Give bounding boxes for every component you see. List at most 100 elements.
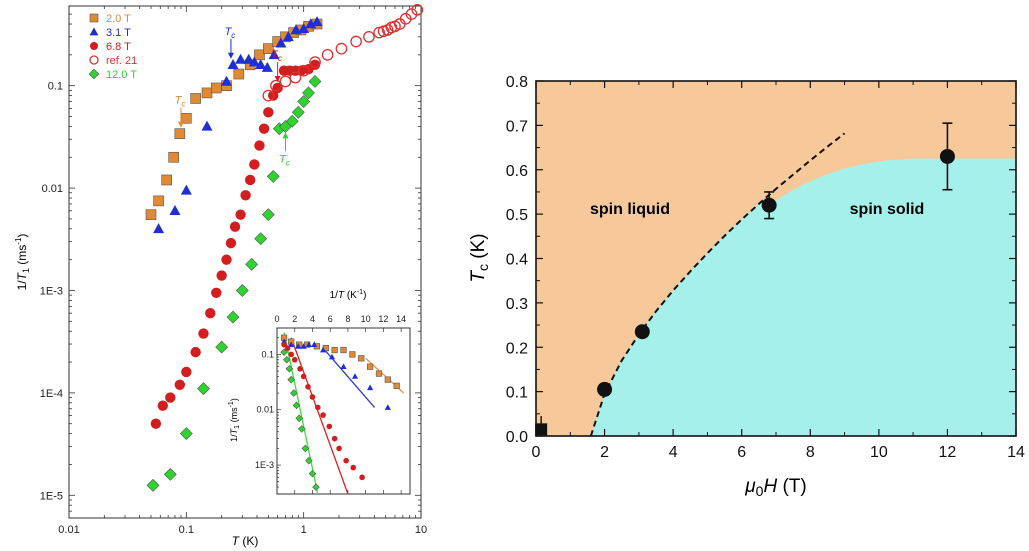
legend-marker-3-1-t	[89, 27, 99, 36]
data-point-2-0-t	[161, 174, 172, 186]
data-point-2-0-t	[190, 93, 201, 104]
data-point-3-1-t	[255, 59, 267, 70]
right-y-tick-label: 0.3	[506, 296, 528, 313]
data-point-2-0-t	[174, 128, 186, 139]
data-point-ref-21	[321, 49, 334, 61]
inset-point-12-0-t	[312, 483, 320, 491]
inset-axis-ticks	[276, 328, 402, 495]
right-x-tick-label: 12	[939, 444, 957, 461]
inset-point-2-0-t	[331, 346, 338, 354]
legend-label-6-8-t: 6.8 T	[106, 41, 131, 53]
inset-point-6-8-t	[284, 345, 291, 351]
data-point-3-1-t	[282, 31, 294, 42]
legend-label-3-1-t: 3.1 T	[106, 27, 131, 39]
inset-point-3-1-t	[295, 343, 302, 349]
legend-marker-12-0-t	[88, 68, 100, 80]
data-point-6-8-t	[150, 418, 162, 429]
left-chart: 0.01 0.1 1 10 1E-5 1E-4 1E-3 0.01 0.1 Tc Tc Tc Tc 2…	[14, 4, 427, 548]
inset-x-tick-label: 10	[361, 314, 371, 324]
inset-x-tick-label: 6	[328, 314, 333, 324]
data-point-6-8-t	[254, 140, 265, 151]
data-point-ref-21	[411, 4, 424, 16]
inset-point-6-8-t	[326, 423, 333, 430]
left-data-marks	[145, 4, 424, 492]
left-x-tick-label: 0.1	[179, 524, 194, 536]
inset-fit-6-8-t	[290, 337, 349, 495]
data-point-3-1-t	[153, 223, 165, 234]
right-tick-labels: 0 2 4 6 8 10 12 14 0.0 0.1 0.2 0.3 0.4 0.5 0.6 0.7 0.8	[506, 74, 1025, 461]
data-point-ref-21	[373, 26, 386, 39]
inset-point-12-0-t	[282, 355, 291, 364]
left-tick-labels: 0.01 0.1 1 10 1E-5 1E-4 1E-3 0.01 0.1	[40, 81, 427, 536]
data-point-6-8-t	[263, 107, 274, 118]
right-x-axis-label: μ0H (T)	[744, 476, 807, 499]
data-point-12-0-t	[146, 478, 160, 492]
data-point-6-8-t	[216, 270, 227, 281]
data-point-ref-21	[289, 71, 302, 84]
inset-point-2-0-t	[384, 376, 391, 383]
data-point-12-0-t	[297, 95, 311, 108]
data-point-ref-21	[279, 75, 292, 88]
inset-tick-labels: 0 2 4 6 8 10 12 14 0.1 0.01 1E-3	[255, 314, 406, 470]
inset-point-2-0-t	[393, 382, 400, 389]
data-point-6-8-t	[165, 392, 176, 403]
data-point-12-0-t	[226, 310, 240, 324]
tc-data-point	[761, 197, 777, 213]
left-y-tick-label: 1E-3	[40, 285, 63, 297]
left-y-tick-label: 1E-4	[40, 388, 63, 400]
inset-point-6-8-t	[343, 457, 349, 464]
inset-data-marks	[280, 334, 400, 491]
right-x-tick-label: 8	[806, 444, 815, 461]
legend-marker-2-0-t	[89, 13, 99, 23]
left-axis-ticks	[68, 6, 421, 519]
right-y-tick-label: 0.1	[506, 385, 528, 402]
inset-y-tick-label: 1E-3	[255, 460, 274, 470]
spin-liquid-label: spin liquid	[590, 201, 670, 218]
right-y-axis-label: Tc (K)	[468, 233, 491, 282]
data-point-12-0-t	[266, 169, 280, 183]
legend-marker-6-8-t	[90, 42, 98, 50]
tc-arrowhead-12-0-t	[282, 132, 289, 139]
data-point-ref-21	[262, 89, 275, 102]
data-point-ref-21	[297, 64, 310, 77]
data-point-ref-21	[405, 8, 418, 20]
inset-x-tick-label: 8	[345, 314, 350, 324]
inset-point-2-0-t	[340, 346, 347, 354]
data-point-3-1-t	[201, 120, 213, 131]
data-point-ref-21	[309, 56, 321, 68]
data-point-3-1-t	[311, 16, 323, 27]
data-point-12-0-t	[261, 208, 275, 222]
inset-plot-frame	[276, 327, 411, 495]
data-point-12-0-t	[254, 232, 268, 246]
data-point-12-0-t	[215, 340, 229, 354]
right-y-tick-label: 0.7	[506, 118, 528, 135]
right-x-tick-label: 2	[600, 444, 609, 461]
data-point-2-0-t	[168, 151, 179, 163]
data-point-2-0-t	[210, 82, 222, 94]
data-point-6-8-t	[190, 346, 201, 358]
data-point-3-1-t	[169, 205, 181, 216]
data-point-2-0-t	[153, 195, 164, 207]
inset-point-6-8-t	[350, 464, 357, 471]
tc-dashed-fit-line	[589, 132, 846, 437]
inset-point-12-0-t	[308, 469, 317, 478]
left-x-tick-label: 1	[301, 524, 307, 536]
data-point-12-0-t	[308, 75, 322, 88]
inset-y-tick-label: 0.01	[256, 405, 274, 415]
data-point-3-1-t	[221, 75, 233, 86]
inset-x-tick-label: 12	[378, 314, 388, 324]
data-point-6-8-t	[174, 379, 186, 390]
data-point-6-8-t	[229, 221, 241, 232]
data-point-12-0-t	[179, 427, 193, 441]
data-point-6-8-t	[205, 308, 216, 319]
right-y-tick-label: 0.4	[506, 252, 528, 269]
tc-data-point	[634, 324, 650, 340]
left-legend: 2.0 T 3.1 T 6.8 T ref. 21 12.0 T	[88, 13, 137, 81]
data-point-6-8-t	[249, 159, 260, 170]
left-x-tick-label: 0.01	[58, 524, 79, 536]
legend-label-2-0-t: 2.0 T	[106, 13, 131, 25]
left-x-axis-label: T (K)	[232, 534, 259, 548]
right-x-tick-label: 6	[737, 444, 746, 461]
data-point-2-0-t	[254, 49, 265, 61]
